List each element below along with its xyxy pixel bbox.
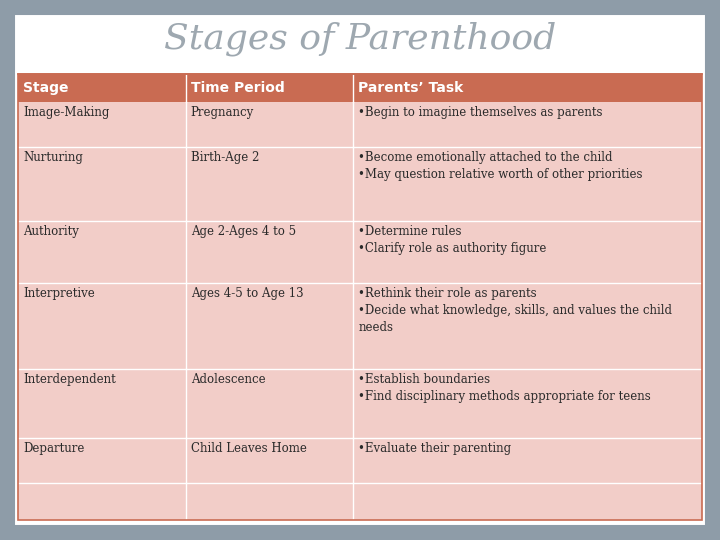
Text: Pregnancy: Pregnancy <box>191 106 254 119</box>
FancyBboxPatch shape <box>18 438 702 483</box>
Text: Parents’ Task: Parents’ Task <box>358 81 464 95</box>
Text: •Become emotionally attached to the child
•May question relative worth of other : •Become emotionally attached to the chil… <box>358 151 643 180</box>
Text: Departure: Departure <box>23 442 84 455</box>
Text: Adolescence: Adolescence <box>191 373 265 386</box>
FancyBboxPatch shape <box>18 74 702 102</box>
Text: •Begin to imagine themselves as parents: •Begin to imagine themselves as parents <box>358 106 603 119</box>
Text: Stage: Stage <box>23 81 68 95</box>
FancyBboxPatch shape <box>18 282 702 369</box>
FancyBboxPatch shape <box>18 146 702 221</box>
Text: Time Period: Time Period <box>191 81 284 95</box>
Text: Authority: Authority <box>23 225 79 238</box>
Text: •Establish boundaries
•Find disciplinary methods appropriate for teens: •Establish boundaries •Find disciplinary… <box>358 373 651 403</box>
Text: •Evaluate their parenting: •Evaluate their parenting <box>358 442 511 455</box>
Text: Nurturing: Nurturing <box>23 151 83 164</box>
Text: Interpretive: Interpretive <box>23 287 95 300</box>
Text: Age 2-Ages 4 to 5: Age 2-Ages 4 to 5 <box>191 225 296 238</box>
Text: •Rethink their role as parents
•Decide what knowledge, skills, and values the ch: •Rethink their role as parents •Decide w… <box>358 287 672 334</box>
Text: Image-Making: Image-Making <box>23 106 109 119</box>
Text: Ages 4-5 to Age 13: Ages 4-5 to Age 13 <box>191 287 303 300</box>
FancyBboxPatch shape <box>14 14 706 526</box>
FancyBboxPatch shape <box>18 483 702 520</box>
Text: Birth-Age 2: Birth-Age 2 <box>191 151 259 164</box>
Text: Interdependent: Interdependent <box>23 373 116 386</box>
Text: Child Leaves Home: Child Leaves Home <box>191 442 307 455</box>
Text: Stages of Parenthood: Stages of Parenthood <box>164 22 556 57</box>
FancyBboxPatch shape <box>18 369 702 438</box>
Text: •Determine rules
•Clarify role as authority figure: •Determine rules •Clarify role as author… <box>358 225 546 255</box>
FancyBboxPatch shape <box>18 102 702 146</box>
FancyBboxPatch shape <box>18 221 702 282</box>
